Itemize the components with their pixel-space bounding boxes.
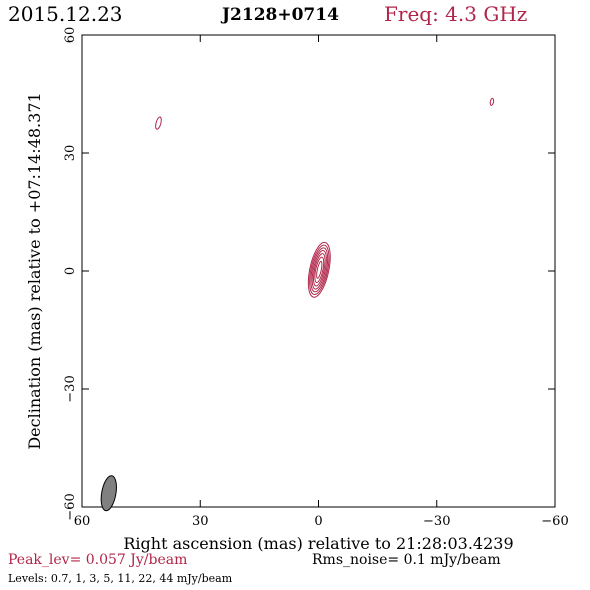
contours xyxy=(155,97,495,298)
source-name: J2128+0714 xyxy=(222,5,339,25)
contour-line xyxy=(316,260,323,279)
contour-line xyxy=(309,244,330,296)
x-axis-title: Right ascension (mas) relative to 21:28:… xyxy=(123,534,513,553)
contour-line xyxy=(313,253,326,287)
y-tick-label: 60 xyxy=(63,27,78,44)
contour-line xyxy=(155,116,162,130)
beam xyxy=(100,475,117,512)
x-tick-label: 60 xyxy=(74,514,91,529)
peak-level: Peak_lev= 0.057 Jy/beam xyxy=(8,552,188,568)
y-tick-label: 30 xyxy=(63,145,78,162)
observation-date: 2015.12.23 xyxy=(8,2,123,26)
frequency-label: Freq: 4.3 GHz xyxy=(384,2,528,26)
contour-line xyxy=(311,250,327,290)
plot-frame xyxy=(81,34,556,508)
y-axis-title: Declination (mas) relative to +07:14:48.… xyxy=(25,92,44,449)
x-tick-label: −30 xyxy=(423,514,450,529)
x-tick-label: 30 xyxy=(192,514,209,529)
contour-line xyxy=(314,256,325,284)
component-core xyxy=(307,241,331,298)
y-tick-label: −60 xyxy=(63,493,78,520)
beam-ellipse xyxy=(100,475,117,512)
y-tick-labels: −60 −30 0 30 60 xyxy=(63,27,78,521)
x-tick-label: −60 xyxy=(541,514,568,529)
contour-line xyxy=(307,241,331,298)
x-tick-label: 0 xyxy=(314,514,322,529)
y-tick-label: −30 xyxy=(63,375,78,402)
x-tick-labels: 60 30 0 −30 −60 xyxy=(74,514,569,529)
contour-line xyxy=(489,97,495,106)
contour-levels: Levels: 0.7, 1, 3, 5, 11, 22, 44 mJy/bea… xyxy=(8,572,233,585)
component-blob-upper-right xyxy=(489,97,495,106)
axis-ticks xyxy=(81,34,556,508)
rms-noise: Rms_noise= 0.1 mJy/beam xyxy=(312,552,501,568)
y-tick-label: 0 xyxy=(63,267,78,275)
contour-line xyxy=(310,247,329,293)
component-blob-upper-left xyxy=(155,116,162,130)
